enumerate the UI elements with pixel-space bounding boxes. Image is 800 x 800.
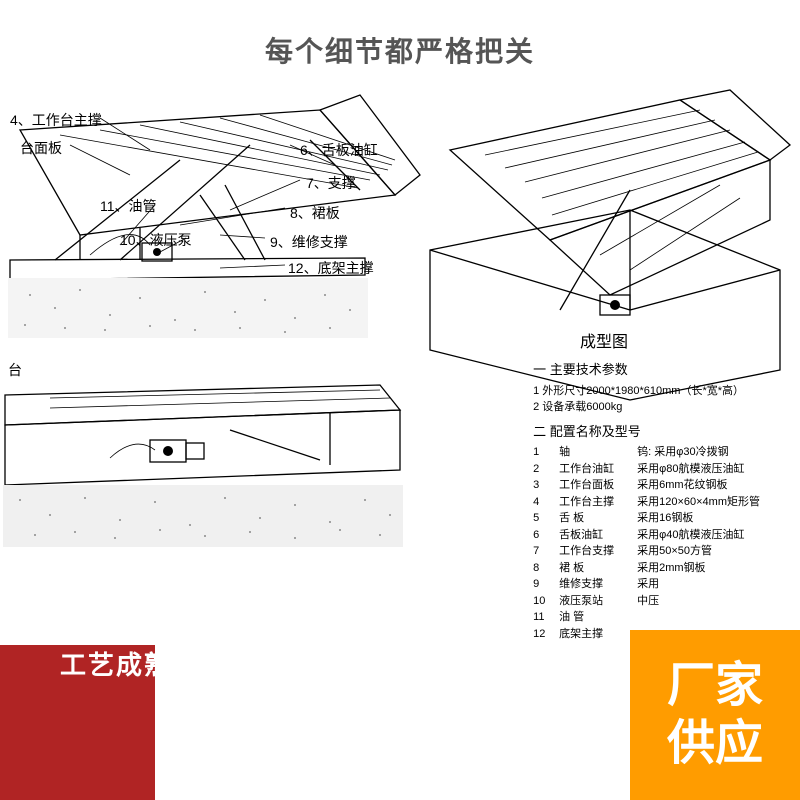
spec-row: 10 液压泵站中压 [533, 593, 760, 610]
spec-num: 6 [533, 527, 551, 544]
spec-desc: 中压 [637, 593, 659, 610]
spec-load: 2 设备承载6000kg [533, 399, 760, 416]
spec-row: 9 维修支撑采用 [533, 576, 760, 593]
spec-name: 舌 板 [559, 510, 629, 527]
spec-header2: 二 配置名称及型号 [533, 422, 760, 442]
spec-num: 5 [533, 510, 551, 527]
label-9: 9、维修支撑 [270, 232, 348, 252]
badge-left: 应用广泛 工艺成熟 [0, 645, 155, 800]
badge-right-line2: 供应 [667, 715, 763, 773]
badge-right: 厂家 供应 [630, 630, 800, 800]
label-4: 4、工作台主撑 [10, 110, 102, 130]
spec-num: 3 [533, 477, 551, 494]
spec-header1: 一 主要技术参数 [533, 360, 760, 380]
spec-num: 4 [533, 494, 551, 511]
ground-speckle-1 [8, 278, 368, 338]
spec-desc: 采用2mm钢板 [637, 560, 705, 577]
spec-num: 1 [533, 444, 551, 461]
spec-row: 5 舌 板采用16钢板 [533, 510, 760, 527]
spec-num: 8 [533, 560, 551, 577]
label-10: 10、液压泵 [120, 230, 192, 250]
spec-row: 11 油 管 [533, 609, 760, 626]
spec-num: 2 [533, 461, 551, 478]
spec-num: 9 [533, 576, 551, 593]
label-tai: 台 [8, 360, 22, 380]
spec-name: 工作台支撑 [559, 543, 629, 560]
diagram-area: 4、工作台主撑 台面板 6、舌板油缸 7、支撑 11、油管 8、裙板 10、液压… [0, 80, 800, 630]
spec-dims: 1 外形尺寸2000*1980*610mm（长*宽*高） [533, 383, 760, 400]
spec-name: 油 管 [559, 609, 629, 626]
label-12: 12、底架主撑 [288, 258, 374, 278]
spec-name: 舌板油缸 [559, 527, 629, 544]
spec-name: 轴 [559, 444, 629, 461]
spec-desc: 采用6mm花纹钢板 [637, 477, 727, 494]
spec-row: 4 工作台主撑采用120×60×4mm矩形管 [533, 494, 760, 511]
label-11: 11、油管 [100, 196, 157, 216]
spec-row: 2 工作台油缸采用φ80航模液压油缸 [533, 461, 760, 478]
label-7: 7、支撑 [306, 173, 356, 193]
top-banner: 每个细节都严格把关 [0, 30, 800, 70]
spec-name: 裙 板 [559, 560, 629, 577]
label-mb: 台面板 [20, 138, 62, 158]
label-8: 8、裙板 [290, 203, 340, 223]
spec-desc: 采用50×50方管 [637, 543, 712, 560]
spec-row: 7 工作台支撑采用50×50方管 [533, 543, 760, 560]
badge-left-line2: 工艺成熟 [60, 645, 155, 682]
spec-row: 8 裙 板采用2mm钢板 [533, 560, 760, 577]
spec-num: 7 [533, 543, 551, 560]
spec-name: 液压泵站 [559, 593, 629, 610]
spec-row: 6 舌板油缸采用φ40航模液压油缸 [533, 527, 760, 544]
spec-name: 工作台面板 [559, 477, 629, 494]
spec-desc: 采用φ40航模液压油缸 [637, 527, 744, 544]
spec-desc: 采用φ80航模液压油缸 [637, 461, 744, 478]
spec-name: 维修支撑 [559, 576, 629, 593]
spec-num: 11 [533, 609, 551, 626]
spec-rows: 1轴钨: 采用φ30冷拨钢2工作台油缸采用φ80航模液压油缸3工作台面板采用6m… [533, 444, 760, 642]
spec-name: 底架主撑 [559, 626, 629, 643]
badge-right-line1: 厂家 [667, 657, 763, 715]
spec-num: 10 [533, 593, 551, 610]
spec-row: 1轴钨: 采用φ30冷拨钢 [533, 444, 760, 461]
label-chengxingtu: 成型图 [580, 328, 628, 352]
spec-desc: 采用 [637, 576, 659, 593]
spec-name: 工作台油缸 [559, 461, 629, 478]
spec-desc: 采用120×60×4mm矩形管 [637, 494, 760, 511]
spec-name: 工作台主撑 [559, 494, 629, 511]
spec-desc: 钨: 采用φ30冷拨钢 [637, 444, 728, 461]
spec-section: 一 主要技术参数 1 外形尺寸2000*1980*610mm（长*宽*高） 2 … [533, 360, 760, 642]
spec-row: 3 工作台面板采用6mm花纹钢板 [533, 477, 760, 494]
spec-desc: 采用16钢板 [637, 510, 693, 527]
label-6: 6、舌板油缸 [300, 140, 378, 160]
spec-num: 12 [533, 626, 551, 643]
